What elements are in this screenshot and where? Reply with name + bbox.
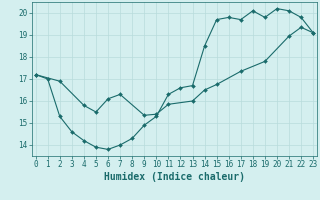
X-axis label: Humidex (Indice chaleur): Humidex (Indice chaleur) — [104, 172, 245, 182]
